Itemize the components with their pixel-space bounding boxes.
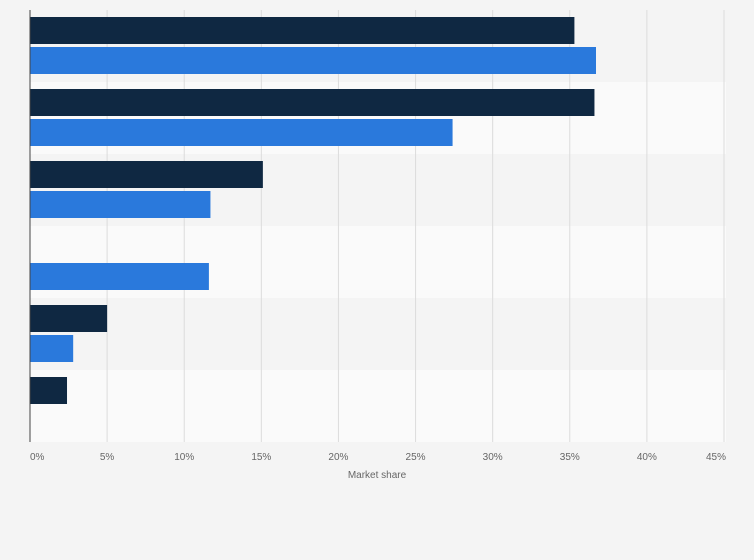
x-tick-label: 0% <box>30 452 45 463</box>
bar <box>30 47 596 74</box>
x-tick-label: 10% <box>174 452 194 463</box>
x-tick-label: 40% <box>637 452 657 463</box>
x-tick-label: 15% <box>251 452 271 463</box>
bar <box>30 305 108 332</box>
bar <box>30 335 74 362</box>
x-tick-label: 45% <box>706 452 726 463</box>
bar <box>30 263 209 290</box>
x-tick-label: 20% <box>328 452 348 463</box>
bars <box>30 17 596 404</box>
row-band <box>30 298 726 370</box>
row-bands <box>30 10 726 442</box>
row-band <box>30 370 726 442</box>
x-axis-title: Market share <box>348 470 407 481</box>
bar <box>30 119 453 146</box>
x-axis-ticks: 0% 5% 10% 15% 20% 25% 30% 35% 40% 45% <box>30 452 726 463</box>
bar <box>30 377 68 404</box>
bar <box>30 191 211 218</box>
bar <box>30 17 575 44</box>
x-tick-label: 5% <box>100 452 115 463</box>
x-tick-label: 35% <box>560 452 580 463</box>
grid-lines <box>106 10 725 442</box>
x-tick-label: 25% <box>406 452 426 463</box>
bar <box>30 161 263 188</box>
x-tick-label: 30% <box>483 452 503 463</box>
bar <box>30 89 595 116</box>
